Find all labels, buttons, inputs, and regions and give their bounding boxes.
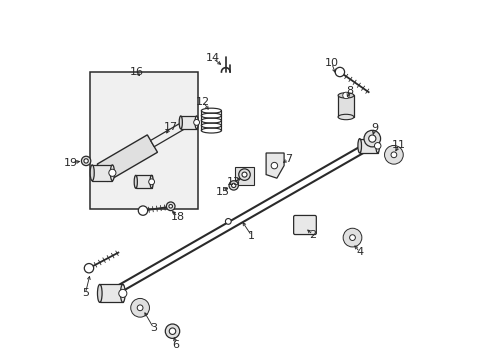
Bar — [235, 167, 253, 185]
FancyBboxPatch shape — [293, 215, 316, 235]
Ellipse shape — [357, 139, 361, 153]
Ellipse shape — [120, 284, 125, 302]
Circle shape — [136, 303, 144, 312]
Circle shape — [342, 92, 348, 99]
Circle shape — [84, 264, 94, 273]
Circle shape — [133, 301, 147, 315]
Bar — [89, 72, 197, 209]
Ellipse shape — [195, 116, 198, 129]
Circle shape — [193, 120, 199, 125]
Circle shape — [390, 152, 396, 158]
Circle shape — [130, 298, 149, 317]
Circle shape — [81, 156, 91, 166]
Circle shape — [231, 183, 235, 188]
Text: 1: 1 — [248, 231, 255, 241]
Bar — [337, 95, 353, 117]
Ellipse shape — [337, 93, 353, 98]
Ellipse shape — [337, 114, 353, 120]
Circle shape — [389, 150, 397, 159]
Text: 11: 11 — [391, 140, 406, 150]
Circle shape — [368, 135, 375, 142]
Circle shape — [242, 172, 246, 177]
Bar — [359, 139, 377, 153]
Circle shape — [148, 179, 154, 185]
Circle shape — [384, 145, 403, 164]
Circle shape — [138, 206, 147, 215]
Circle shape — [225, 219, 231, 224]
Polygon shape — [265, 153, 284, 178]
Circle shape — [238, 169, 250, 180]
Text: 3: 3 — [150, 323, 157, 333]
Ellipse shape — [134, 175, 137, 188]
Circle shape — [169, 328, 175, 334]
Text: 2: 2 — [309, 230, 316, 240]
Polygon shape — [97, 135, 157, 181]
Text: 16: 16 — [129, 67, 143, 77]
Bar — [136, 175, 151, 188]
Text: 9: 9 — [370, 123, 378, 133]
Circle shape — [119, 289, 126, 297]
Text: 14: 14 — [205, 53, 220, 63]
Circle shape — [345, 230, 359, 245]
Circle shape — [347, 233, 356, 242]
Circle shape — [335, 67, 344, 77]
Ellipse shape — [375, 139, 379, 153]
Text: 13: 13 — [226, 177, 240, 187]
Text: 4: 4 — [355, 247, 363, 257]
Bar — [181, 116, 196, 129]
Circle shape — [228, 181, 238, 190]
Circle shape — [137, 305, 142, 311]
Circle shape — [168, 204, 172, 208]
Text: 10: 10 — [324, 58, 338, 68]
Ellipse shape — [97, 284, 102, 302]
Circle shape — [165, 324, 179, 338]
Ellipse shape — [150, 175, 153, 188]
Circle shape — [343, 228, 361, 247]
Circle shape — [84, 159, 88, 163]
Text: 18: 18 — [170, 212, 184, 222]
Text: 6: 6 — [172, 339, 179, 350]
Circle shape — [166, 202, 175, 211]
Ellipse shape — [179, 116, 182, 129]
Circle shape — [270, 162, 277, 169]
Circle shape — [349, 235, 355, 240]
Circle shape — [109, 169, 116, 176]
Circle shape — [363, 130, 380, 147]
Polygon shape — [150, 119, 190, 147]
Circle shape — [374, 143, 380, 149]
Bar — [100, 284, 122, 302]
Circle shape — [386, 148, 400, 162]
Bar — [92, 165, 112, 181]
Text: 5: 5 — [81, 288, 89, 298]
Text: 8: 8 — [346, 86, 352, 96]
Ellipse shape — [110, 165, 114, 181]
Text: 12: 12 — [196, 96, 210, 107]
Text: 17: 17 — [163, 122, 178, 132]
Text: 19: 19 — [64, 158, 78, 168]
Text: 7: 7 — [285, 154, 291, 164]
Ellipse shape — [90, 165, 94, 181]
Text: 15: 15 — [216, 186, 229, 197]
